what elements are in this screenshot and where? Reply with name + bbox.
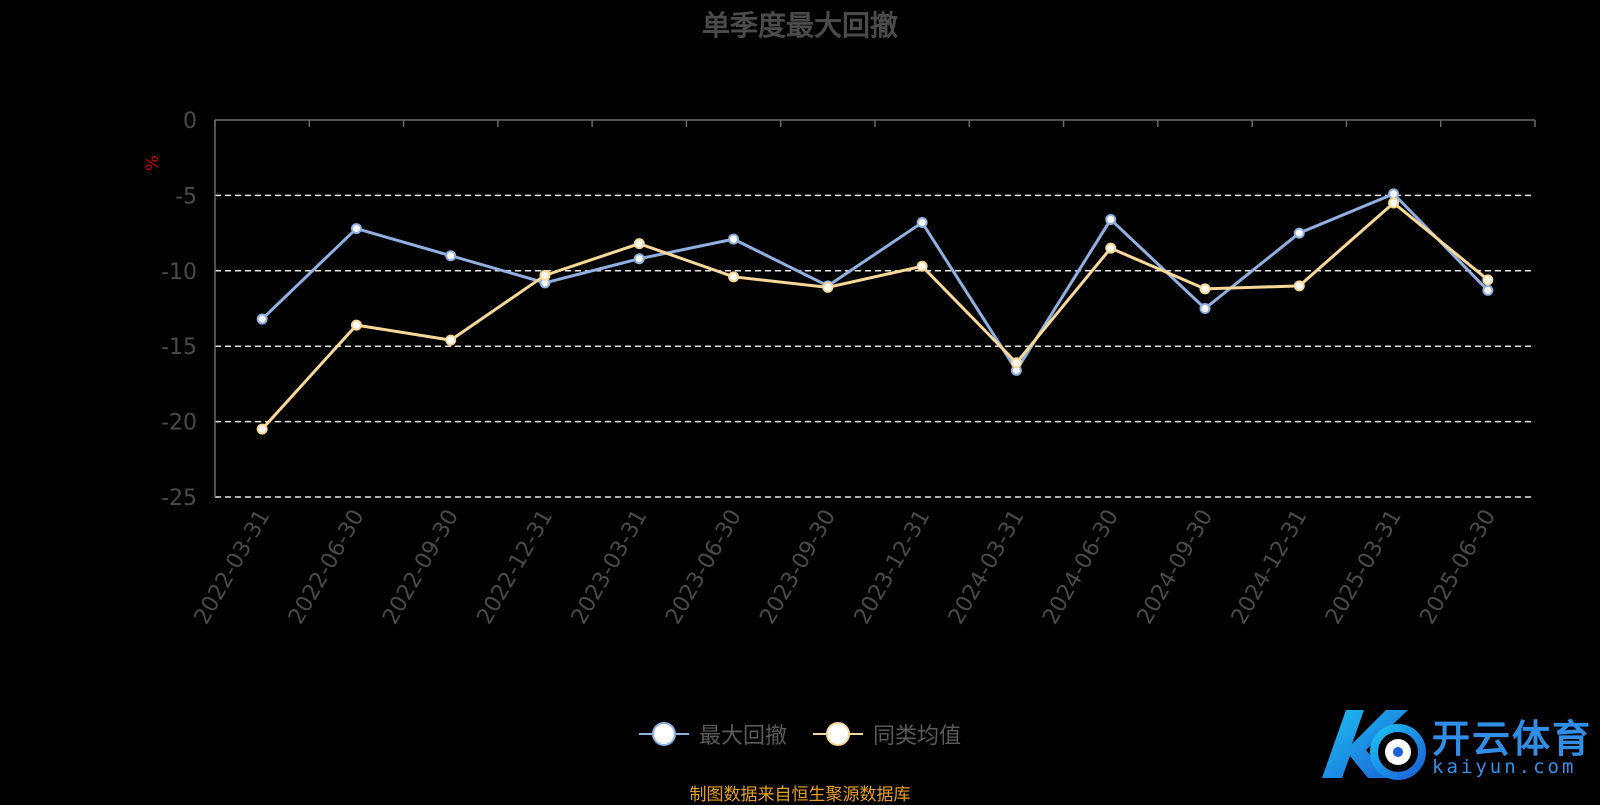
logo-name: 开云体育 bbox=[1432, 717, 1593, 761]
chart-title: 单季度最大回撤 bbox=[701, 9, 898, 42]
series-line-2 bbox=[261, 200, 1489, 431]
x-tick-label: 2022-09-30 bbox=[378, 506, 464, 629]
y-tick-label: -20 bbox=[161, 411, 197, 436]
data-point bbox=[1199, 303, 1211, 314]
data-point bbox=[1105, 214, 1117, 226]
legend-item-1[interactable]: 最大回撤 bbox=[638, 718, 787, 750]
data-point bbox=[256, 423, 268, 435]
legend-label: 同类均值 bbox=[873, 724, 962, 749]
data-point bbox=[1482, 284, 1494, 296]
data-point bbox=[1105, 242, 1117, 254]
data-point bbox=[1388, 197, 1400, 209]
legend-marker-icon bbox=[813, 722, 863, 746]
data-point bbox=[1293, 227, 1305, 239]
data-point bbox=[822, 281, 834, 293]
y-tick-label: 0 bbox=[183, 109, 197, 134]
data-point bbox=[445, 334, 457, 346]
data-point bbox=[633, 238, 645, 250]
line-chart: 0-5-10-15-20-25%2022-03-31 2022-06-30 2022… bbox=[143, 109, 1536, 629]
legend: 最大回撤 同类均值 bbox=[0, 718, 1600, 750]
y-tick-label: -5 bbox=[175, 184, 197, 209]
data-point bbox=[633, 253, 645, 265]
data-point bbox=[1482, 274, 1494, 286]
data-point bbox=[1293, 280, 1305, 292]
x-tick-label: 2023-03-31 bbox=[567, 506, 653, 629]
x-tick-label: 2022-12-31 bbox=[473, 506, 559, 629]
data-point bbox=[916, 260, 928, 272]
x-tick-label: 2023-12-31 bbox=[850, 505, 936, 628]
x-tick-label: 2024-03-31 bbox=[944, 506, 1030, 629]
y-tick-label: -25 bbox=[161, 486, 197, 511]
series-line-1 bbox=[261, 192, 1489, 374]
data-point bbox=[1199, 283, 1211, 295]
data-point bbox=[350, 319, 362, 331]
data-point bbox=[445, 250, 457, 262]
x-tick-label: 2023-09-30 bbox=[755, 506, 841, 629]
logo-domain: kaiyun.com bbox=[1432, 756, 1577, 778]
kaiyun-logo-icon bbox=[1322, 710, 1426, 780]
x-tick-label: 2025-03-31 bbox=[1321, 506, 1407, 629]
y-axis-label: % bbox=[143, 155, 163, 171]
x-tick-label: 2024-09-30 bbox=[1133, 506, 1219, 629]
x-tick-label: 2024-12-31 bbox=[1227, 506, 1313, 629]
data-point bbox=[350, 223, 362, 235]
data-point bbox=[1010, 357, 1022, 369]
data-point bbox=[539, 269, 551, 281]
data-point bbox=[728, 271, 740, 283]
data-point bbox=[728, 233, 740, 245]
data-point bbox=[1388, 188, 1400, 200]
legend-marker-icon bbox=[638, 722, 689, 746]
data-point bbox=[916, 217, 928, 229]
x-tick-label: 2022-06-30 bbox=[284, 506, 370, 629]
x-tick-label: 2022-03-31 bbox=[190, 506, 276, 629]
y-tick-label: -10 bbox=[161, 260, 197, 285]
legend-item-2[interactable]: 同类均值 bbox=[813, 718, 961, 750]
x-tick-label: 2025-06-30 bbox=[1415, 506, 1501, 629]
x-tick-label: 2023-06-30 bbox=[661, 506, 747, 629]
data-point bbox=[256, 313, 268, 325]
legend-label: 最大回撤 bbox=[698, 724, 787, 749]
x-tick-label: 2024-06-30 bbox=[1038, 506, 1124, 629]
y-tick-label: -15 bbox=[161, 335, 197, 360]
